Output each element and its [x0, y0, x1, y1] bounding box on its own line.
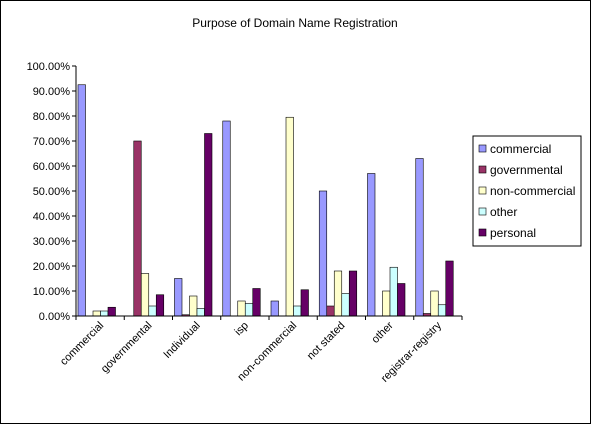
- x-tick-label: not stated: [305, 320, 348, 363]
- bar-governmental-not-stated: [326, 305, 335, 317]
- y-tick-label: 80.00%: [33, 111, 71, 123]
- x-tick-label: governmental: [99, 320, 155, 376]
- bar-other-not-stated: [341, 293, 350, 317]
- legend-label-commercial: commercial: [490, 142, 551, 156]
- y-tick-label: 20.00%: [33, 261, 71, 273]
- bars-layer: [77, 84, 454, 317]
- y-tick-label: 70.00%: [33, 136, 71, 148]
- bar-personal-isp: [252, 288, 261, 317]
- bar-other-governmental: [148, 305, 157, 317]
- bar-other-non-commercial: [293, 305, 302, 317]
- bar-commercial-non-commercial: [270, 300, 279, 317]
- legend-box: [472, 135, 582, 247]
- bar-personal-non-commercial: [300, 289, 309, 317]
- y-tick-label: 60.00%: [33, 161, 71, 173]
- bar-other-registrar-registry: [437, 304, 447, 317]
- bar-personal-commercial: [107, 306, 116, 317]
- chart-title: Purpose of Domain Name Registration: [192, 16, 397, 30]
- y-tick-label: 90.00%: [33, 86, 71, 98]
- legend-swatch-other: [478, 207, 487, 216]
- y-tick-label: 40.00%: [33, 211, 71, 223]
- legend-swatch-personal: [478, 228, 487, 237]
- x-tick-label: Individual: [161, 320, 202, 361]
- bar-personal-registrar-registry: [445, 260, 454, 317]
- y-tick-label: 0.00%: [39, 311, 70, 323]
- x-tick-label: commercial: [58, 320, 106, 368]
- bar-commercial-registrar-registry: [415, 158, 424, 317]
- bar-non-commercial-non-commercial: [285, 116, 294, 317]
- bar-personal-other: [397, 283, 406, 317]
- bar-governmental-governmental: [133, 140, 142, 317]
- legend-swatch-governmental: [478, 165, 487, 174]
- legend-swatch-non-commercial: [478, 186, 487, 195]
- bar-commercial-isp: [222, 120, 231, 317]
- legend-label-personal: personal: [490, 226, 536, 240]
- legend-label-other: other: [490, 205, 517, 219]
- bar-non-commercial-isp: [237, 300, 246, 317]
- bar-commercial-not-stated: [318, 190, 328, 317]
- bar-personal-Individual: [204, 133, 213, 317]
- bar-non-commercial-not-stated: [333, 270, 343, 317]
- bar-non-commercial-registrar-registry: [430, 290, 439, 317]
- x-tick-label: isp: [233, 320, 251, 338]
- bar-other-isp: [244, 303, 254, 317]
- bar-other-Individual: [196, 308, 205, 317]
- legend-label-non-commercial: non-commercial: [490, 184, 575, 198]
- bar-personal-governmental: [155, 294, 165, 317]
- y-tick-label: 30.00%: [33, 236, 71, 248]
- y-tick-label: 10.00%: [33, 286, 71, 298]
- bar-other-commercial: [100, 310, 109, 317]
- legend-swatch-commercial: [478, 144, 487, 153]
- bar-commercial-commercial: [77, 84, 86, 317]
- bar-non-commercial-governmental: [140, 273, 150, 317]
- bar-non-commercial-Individual: [189, 295, 198, 317]
- x-tick-label: other: [370, 319, 396, 345]
- bar-non-commercial-commercial: [92, 310, 101, 317]
- bar-other-other: [389, 266, 398, 317]
- legend: commercial governmental non-commercial othe…: [472, 135, 582, 247]
- bar-commercial-other: [367, 173, 376, 317]
- bar-non-commercial-other: [382, 290, 391, 317]
- y-tick-label: 100.00%: [27, 61, 71, 73]
- bar-personal-not-stated: [348, 270, 358, 317]
- y-tick-label: 50.00%: [33, 186, 71, 198]
- bar-commercial-Individual: [174, 278, 183, 317]
- legend-label-governmental: governmental: [490, 163, 563, 177]
